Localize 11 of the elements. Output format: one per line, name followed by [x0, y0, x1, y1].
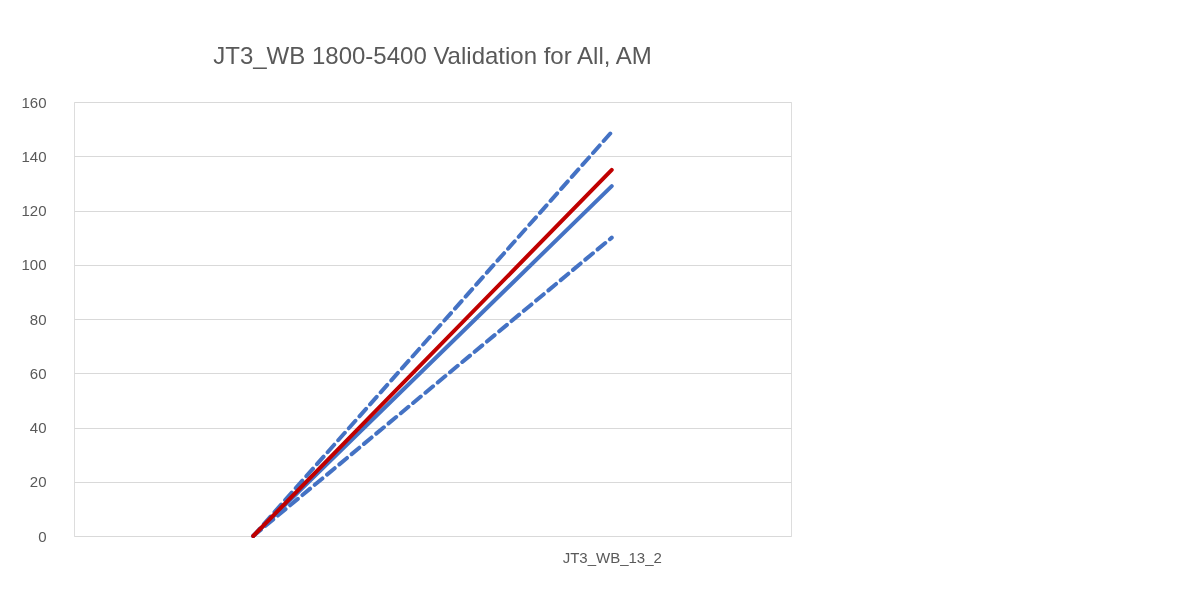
y-tick-label: 120: [21, 202, 47, 219]
y-tick-label: 100: [21, 256, 47, 274]
y-tick-label: 60: [29, 364, 47, 382]
y-tick-label: 160: [21, 93, 47, 111]
chart-title: JT3_WB 1800-5400 Validation for All, AM: [213, 42, 652, 69]
y-tick-label: 80: [29, 310, 47, 328]
y-tick-label: 40: [29, 419, 47, 436]
y-tick-label: 140: [21, 147, 47, 165]
y-tick-label: 0: [38, 527, 47, 545]
x-tick-label: JT3_WB_13_2: [562, 548, 662, 566]
y-tick-label: 20: [29, 473, 47, 491]
